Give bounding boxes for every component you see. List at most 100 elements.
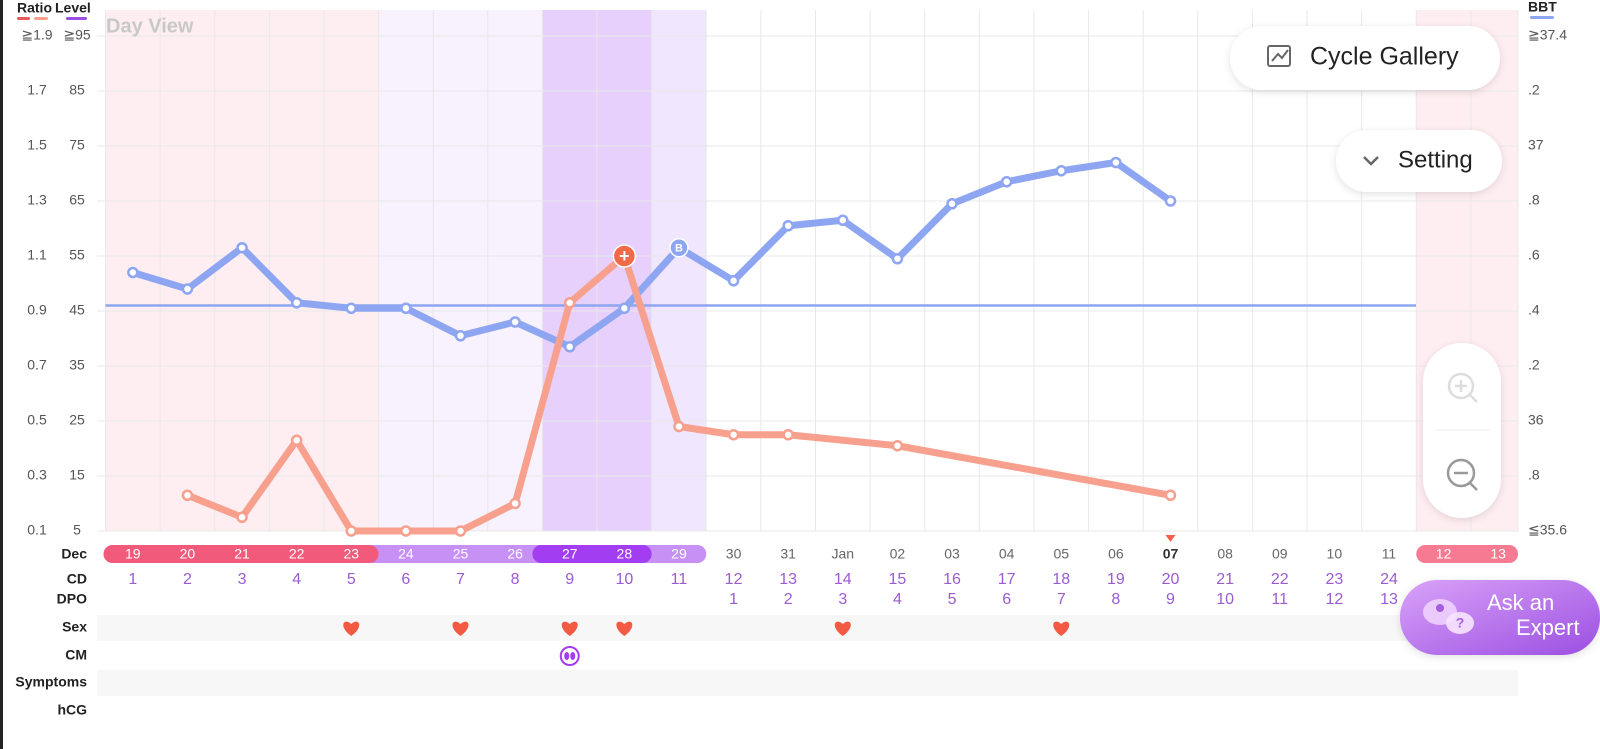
annotation-label: + [619, 246, 630, 266]
dpo-label: 13 [1380, 591, 1398, 608]
overlay: Day View Ratio Level BBT Cycle Gallery S… [17, 0, 1600, 655]
row-band [97, 670, 1518, 696]
date-label: 13 [1490, 546, 1506, 562]
dpo-label: 1 [729, 591, 738, 608]
y2-tick-label: .8 [1528, 192, 1540, 208]
date-label: 02 [890, 546, 906, 562]
data-point [290, 297, 303, 309]
zoom-out-button[interactable] [1446, 458, 1478, 491]
row-label: CD [67, 571, 87, 587]
cm-drop [570, 652, 576, 660]
date-label: 26 [507, 546, 523, 562]
cycle-gallery-label: Cycle Gallery [1310, 43, 1459, 71]
dpo-label: 8 [1111, 591, 1120, 608]
legend-ratio: Ratio [17, 0, 52, 16]
annotation-badge [669, 238, 689, 258]
setting-button[interactable] [1336, 130, 1502, 192]
date-label: Jan [832, 546, 855, 562]
cd-label: 3 [238, 571, 247, 588]
row-band [97, 615, 1518, 641]
setting-label: Setting [1398, 146, 1473, 173]
data-point [181, 283, 194, 295]
legend-swatch [1530, 16, 1554, 19]
cm-drop [564, 652, 570, 660]
y2-tick-label: .8 [1528, 467, 1540, 483]
cd-label: 10 [615, 571, 633, 588]
data-point [673, 420, 685, 433]
date-label: 24 [398, 546, 414, 562]
data-point [236, 242, 248, 254]
data-point [618, 302, 631, 314]
phase-band [105, 10, 379, 531]
edge [0, 0, 3, 749]
cd-label: 16 [943, 571, 961, 588]
date-label: 03 [944, 546, 960, 562]
legend-swatch [66, 17, 87, 20]
svg-text:?: ? [1456, 615, 1465, 631]
data-point [727, 275, 740, 287]
level-tick-label: 35 [69, 357, 85, 373]
heart-icon [452, 621, 469, 636]
y-tick-label: 1.3 [27, 192, 47, 208]
y2-tick-label: ≧37.4 [1528, 27, 1567, 43]
data-point [400, 525, 412, 537]
date-label: 07 [1163, 546, 1179, 562]
heart-icon [561, 621, 578, 636]
date-label: 08 [1217, 546, 1233, 562]
data-point [727, 429, 740, 441]
cd-label: 17 [998, 571, 1016, 588]
legend-level: Level [55, 0, 91, 16]
date-label: 06 [1108, 546, 1124, 562]
ask-expert-label: Expert [1516, 615, 1580, 640]
data-point [946, 198, 958, 210]
ask-expert-button[interactable] [1400, 580, 1600, 655]
cd-label: 20 [1162, 571, 1180, 588]
cd-label: 19 [1107, 571, 1125, 588]
data-point [1110, 156, 1122, 169]
row-label: Sex [62, 619, 87, 635]
cd-label: 5 [347, 571, 356, 588]
date-label: 21 [234, 546, 250, 562]
date-label: 22 [289, 546, 305, 562]
dpo-label: 12 [1325, 591, 1343, 608]
date-label: 25 [453, 546, 469, 562]
plot: ≧1.91.71.51.31.10.90.70.50.30.1≧95857565… [15, 10, 1567, 718]
legend-swatch [17, 17, 30, 20]
data-point [290, 434, 303, 446]
date-label: 05 [1053, 546, 1069, 562]
date-pill [1416, 545, 1518, 563]
cd-label: 1 [128, 571, 137, 588]
cd-label: 9 [565, 571, 574, 588]
level-tick-label: 55 [69, 247, 85, 263]
date-label: 27 [562, 546, 578, 562]
cycle-gallery-button[interactable] [1230, 26, 1500, 90]
dpo-label: 6 [1002, 591, 1011, 608]
cd-label: 15 [889, 571, 907, 588]
cd-label: 24 [1380, 571, 1398, 588]
dpo-label: 5 [948, 591, 957, 608]
zoom-in-button[interactable] [1447, 372, 1478, 403]
heart-icon [343, 621, 360, 636]
y-tick-label: ≧1.9 [21, 27, 52, 43]
cd-label: 6 [401, 571, 410, 588]
ask-expert-label: Ask an [1487, 590, 1554, 615]
data-point [509, 316, 521, 328]
y-tick-label: 1.7 [27, 82, 47, 98]
date-label: 20 [180, 546, 196, 562]
series-line [183, 252, 1174, 535]
data-point [563, 297, 576, 309]
dpo-label: 9 [1166, 591, 1175, 608]
dpo-label: 11 [1271, 591, 1288, 608]
cd-label: 7 [456, 571, 465, 588]
chevron-icon [1363, 156, 1379, 166]
y-tick-label: 0.7 [27, 357, 47, 373]
y-tick-label: 0.9 [27, 302, 47, 318]
dpo-label: 7 [1057, 591, 1066, 608]
data-point [181, 489, 194, 501]
date-label: 09 [1272, 546, 1288, 562]
date-label: 31 [780, 546, 796, 562]
data-point [1164, 195, 1177, 207]
annotation-badge [612, 244, 637, 268]
gallery-icon [1267, 45, 1291, 67]
